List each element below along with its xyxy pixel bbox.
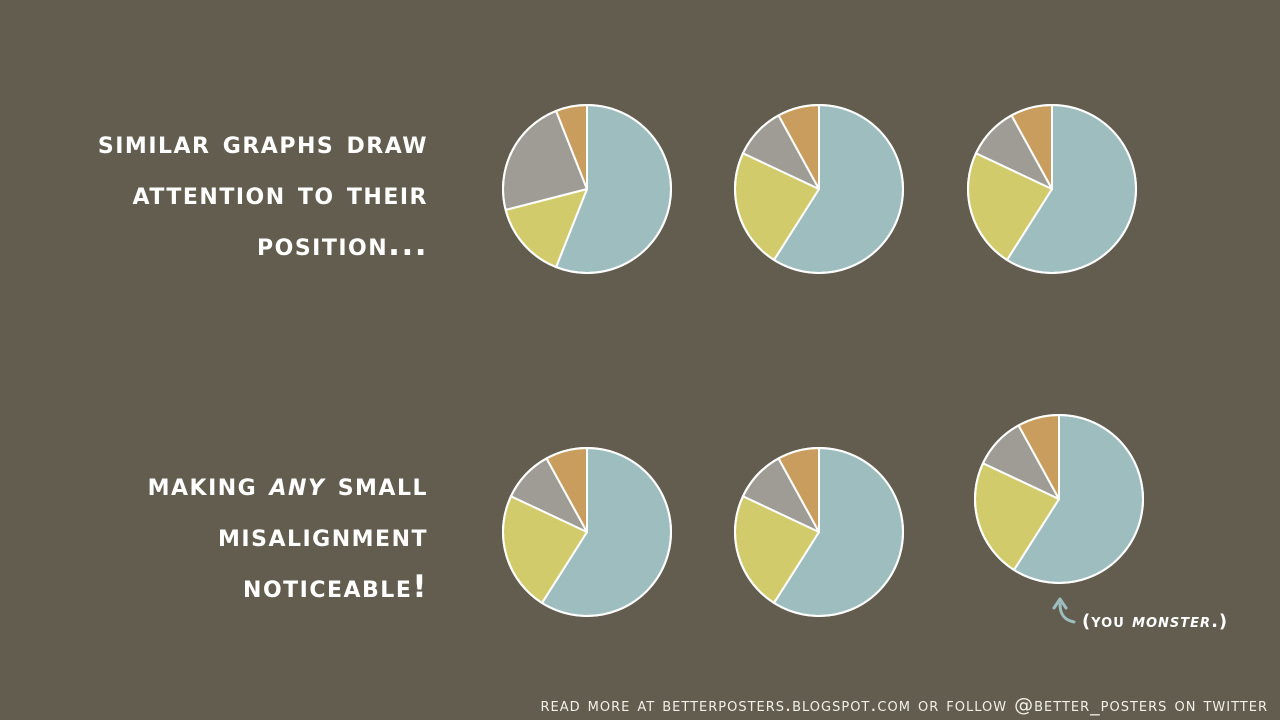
headline-top-line-2: attention to their [132,176,428,212]
headline-bottom-emphasis: any [269,467,326,503]
headline-bottom: Making any small misalignment noticeable… [0,460,428,613]
monster-note-emphasis: monster [1132,611,1212,632]
curved-arrow-icon [1052,597,1076,624]
footer-credit: Read more at betterposters.blogspot.com … [540,694,1268,716]
pie-chart-6-misaligned [974,414,1144,584]
pie-1-outline [502,104,672,274]
pie-chart-3 [967,104,1137,274]
monster-note-open: (you [1082,611,1133,632]
pie-6-outline [974,414,1144,584]
headline-bottom-line-3: noticeable! [243,569,428,605]
headline-bottom-line-2: misalignment [218,518,428,554]
headline-bottom-line-1-post: small [325,467,428,503]
pie-3-outline [967,104,1137,274]
headline-top-line-3: position... [257,227,428,263]
monster-note-close: .) [1211,611,1229,632]
headline-bottom-line-1: Making any small [0,460,428,511]
headline-bottom-line-1-pre: Making [147,467,270,503]
pie-chart-1 [502,104,672,274]
pie-4-outline [502,447,672,617]
headline-top: Similar graphs draw attention to their p… [0,118,428,271]
pie-2-outline [734,104,904,274]
pie-5-outline [734,447,904,617]
pie-chart-2 [734,104,904,274]
pie-chart-4 [502,447,672,617]
monster-note: (you monster.) [1082,611,1228,632]
pie-chart-5 [734,447,904,617]
headline-top-line-1: Similar graphs draw [97,125,428,161]
